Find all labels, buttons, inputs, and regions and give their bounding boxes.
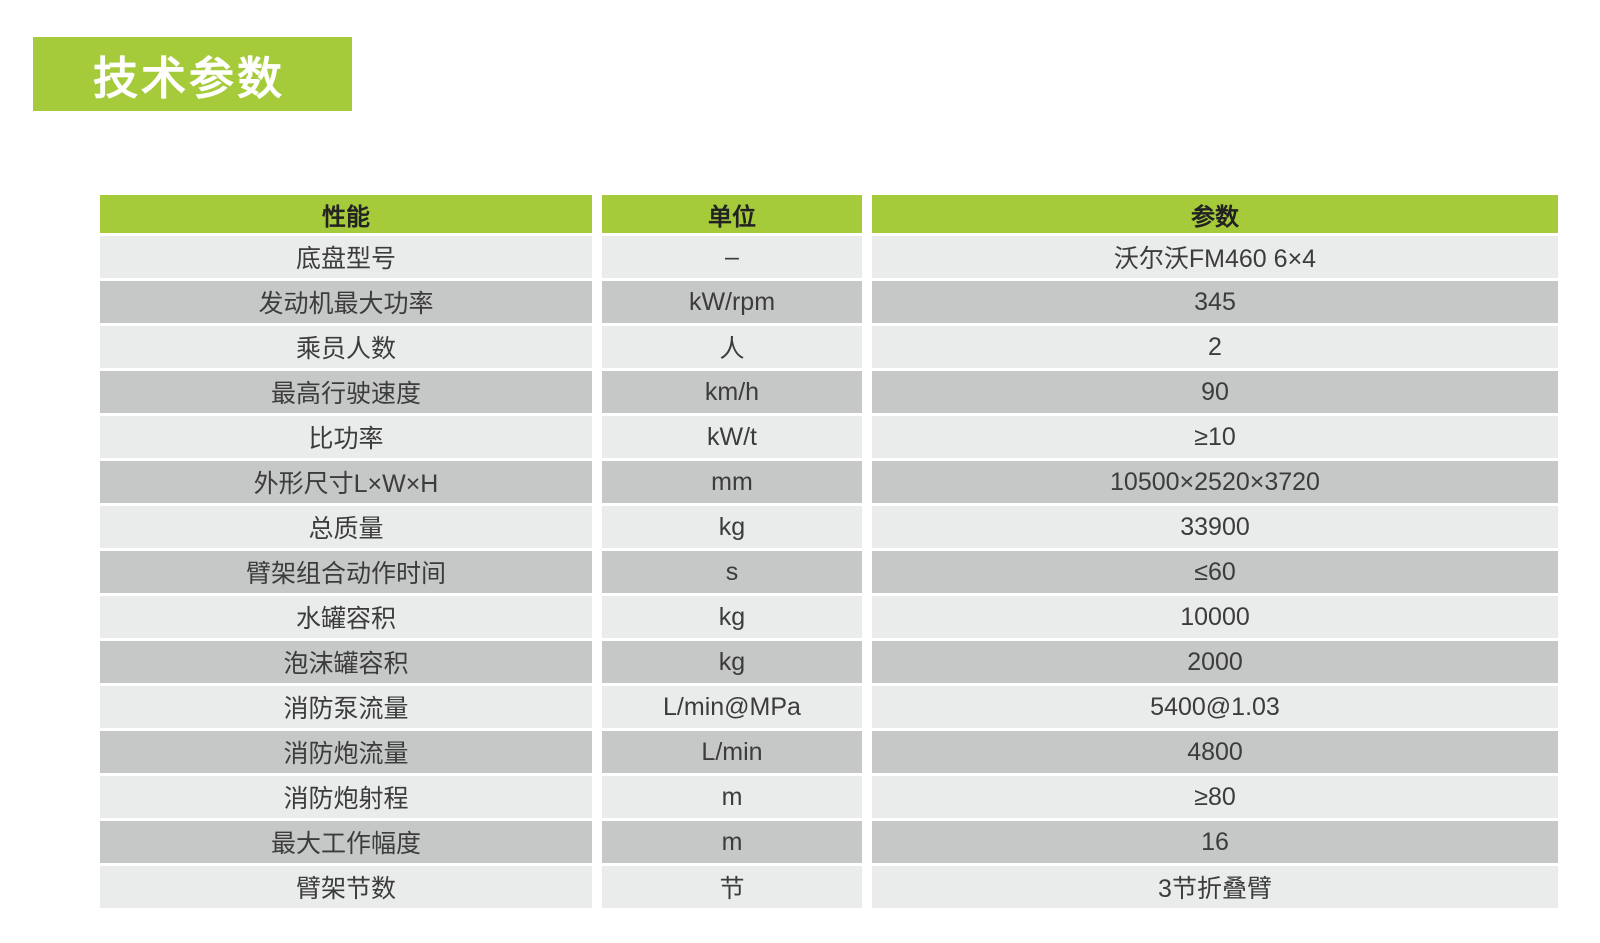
- cell-unit: m: [602, 776, 862, 818]
- cell-unit: s: [602, 551, 862, 593]
- cell-name: 外形尺寸L×W×H: [100, 461, 592, 503]
- cell-value: ≤60: [872, 551, 1558, 593]
- spec-table: 性能 单位 参数 底盘型号 – 沃尔沃FM460 6×4 发动机最大功率 kW/rpm 3…: [100, 195, 1558, 908]
- header-cell-unit: 单位: [602, 195, 862, 233]
- table-row: 消防泵流量 L/min@MPa 5400@1.03: [100, 686, 1558, 728]
- table-row: 总质量 kg 33900: [100, 506, 1558, 548]
- section-title: 技术参数: [93, 52, 286, 104]
- cell-unit: kW/rpm: [602, 281, 862, 323]
- cell-name: 消防炮流量: [100, 731, 592, 773]
- cell-unit: 人: [602, 326, 862, 368]
- cell-unit: mm: [602, 461, 862, 503]
- cell-unit: km/h: [602, 371, 862, 413]
- cell-unit: kg: [602, 596, 862, 638]
- cell-unit: L/min@MPa: [602, 686, 862, 728]
- table-row: 外形尺寸L×W×H mm 10500×2520×3720: [100, 461, 1558, 503]
- cell-value: ≥10: [872, 416, 1558, 458]
- cell-value: 345: [872, 281, 1558, 323]
- cell-name: 最大工作幅度: [100, 821, 592, 863]
- table-row: 发动机最大功率 kW/rpm 345: [100, 281, 1558, 323]
- cell-name: 最高行驶速度: [100, 371, 592, 413]
- cell-value: 10000: [872, 596, 1558, 638]
- cell-unit: kW/t: [602, 416, 862, 458]
- table-row: 消防炮流量 L/min 4800: [100, 731, 1558, 773]
- cell-value: 16: [872, 821, 1558, 863]
- cell-name: 发动机最大功率: [100, 281, 592, 323]
- cell-unit: –: [602, 236, 862, 278]
- table-row: 臂架节数节 3节折叠臂: [100, 866, 1558, 908]
- header-cell-parameter: 参数: [872, 195, 1558, 233]
- cell-unit: kg: [602, 506, 862, 548]
- table-row: 最大工作幅度 m 16: [100, 821, 1558, 863]
- table-header-row: 性能 单位 参数: [100, 195, 1558, 233]
- cell-name: 消防炮射程: [100, 776, 592, 818]
- cell-unit: L/min: [602, 731, 862, 773]
- cell-name: 水罐容积: [100, 596, 592, 638]
- cell-name: 比功率: [100, 416, 592, 458]
- table-row: 消防炮射程 m ≥80: [100, 776, 1558, 818]
- cell-name: 泡沫罐容积: [100, 641, 592, 683]
- cell-value: ≥80: [872, 776, 1558, 818]
- cell-name: 臂架组合动作时间: [100, 551, 592, 593]
- cell-value: 3节折叠臂: [872, 866, 1558, 908]
- cell-value: 2: [872, 326, 1558, 368]
- table-row: 乘员人数人 2: [100, 326, 1558, 368]
- table-row: 水罐容积 kg 10000: [100, 596, 1558, 638]
- cell-name: 臂架节数: [100, 866, 592, 908]
- table-row: 比功率 kW/t ≥10: [100, 416, 1558, 458]
- table-row: 底盘型号 – 沃尔沃FM460 6×4: [100, 236, 1558, 278]
- cell-value: 2000: [872, 641, 1558, 683]
- cell-unit: kg: [602, 641, 862, 683]
- cell-unit: m: [602, 821, 862, 863]
- cell-value: 10500×2520×3720: [872, 461, 1558, 503]
- cell-name: 乘员人数: [100, 326, 592, 368]
- table-body: 底盘型号 – 沃尔沃FM460 6×4 发动机最大功率 kW/rpm 345 乘员人数人 2 最…: [100, 236, 1558, 908]
- cell-value: 5400@1.03: [872, 686, 1558, 728]
- table-row: 最高行驶速度 km/h 90: [100, 371, 1558, 413]
- table-row: 臂架组合动作时间 s ≤60: [100, 551, 1558, 593]
- cell-value: 沃尔沃FM460 6×4: [872, 236, 1558, 278]
- cell-name: 消防泵流量: [100, 686, 592, 728]
- cell-value: 4800: [872, 731, 1558, 773]
- header-cell-performance: 性能: [100, 195, 592, 233]
- cell-value: 90: [872, 371, 1558, 413]
- section-title-badge: 技术参数: [33, 37, 352, 111]
- cell-value: 33900: [872, 506, 1558, 548]
- table-row: 泡沫罐容积 kg 2000: [100, 641, 1558, 683]
- cell-name: 底盘型号: [100, 236, 592, 278]
- cell-unit: 节: [602, 866, 862, 908]
- cell-name: 总质量: [100, 506, 592, 548]
